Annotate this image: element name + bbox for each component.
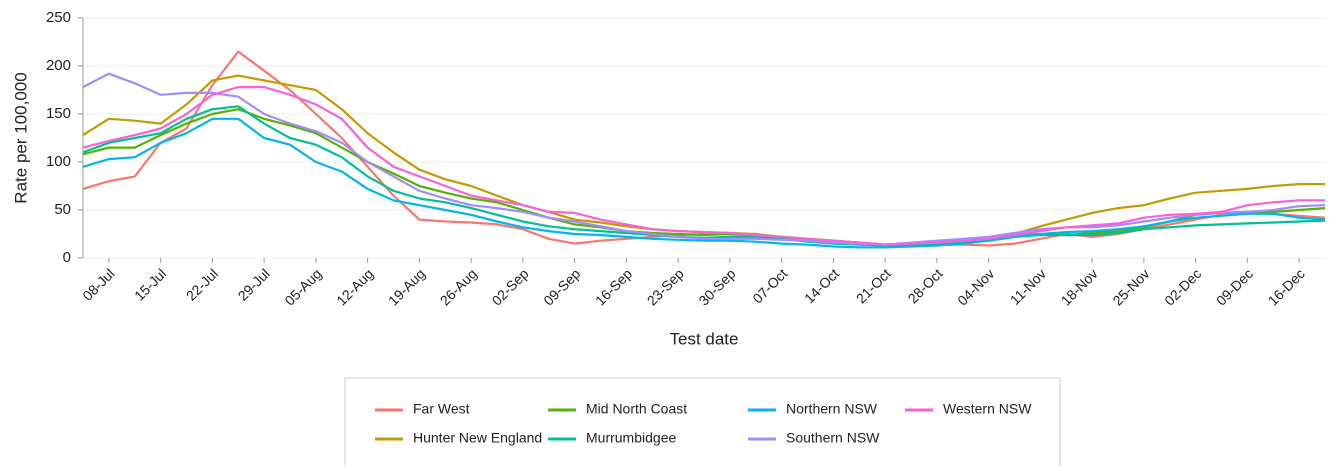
x-tick-label: 07-Oct — [749, 265, 790, 306]
x-tick-label: 28-Oct — [905, 265, 946, 306]
x-tick-label: 30-Sep — [695, 265, 738, 308]
x-tick-label: 04-Nov — [954, 265, 997, 308]
x-tick-label: 29-Jul — [235, 265, 273, 303]
legend-label: Western NSW — [943, 401, 1032, 417]
x-tick-label: 12-Aug — [333, 265, 376, 308]
legend-label: Far West — [413, 401, 470, 417]
x-tick-label: 25-Nov — [1109, 265, 1152, 308]
series-line — [82, 72, 1326, 246]
series-line — [82, 117, 1326, 249]
legend-label: Northern NSW — [786, 401, 878, 417]
series-line — [82, 105, 1326, 247]
legend-label: Southern NSW — [786, 430, 880, 446]
x-tick-label: 14-Oct — [801, 265, 842, 306]
x-tick-label: 16-Dec — [1265, 265, 1308, 308]
series-line — [82, 108, 1326, 246]
x-tick-label: 09-Dec — [1213, 265, 1256, 308]
y-tick-label: 250 — [46, 9, 71, 26]
x-tick-label: 21-Oct — [853, 265, 894, 306]
x-tick-label: 19-Aug — [385, 265, 428, 308]
x-tick-label: 11-Nov — [1007, 265, 1049, 307]
y-axis-title: Rate per 100,000 — [11, 72, 30, 203]
y-tick-label: 50 — [54, 201, 71, 218]
x-tick-label: 22-Jul — [183, 265, 221, 303]
legend-label: Mid North Coast — [586, 401, 687, 417]
x-tick-label: 02-Dec — [1161, 265, 1204, 308]
x-tick-label: 23-Sep — [644, 265, 687, 308]
x-tick-label: 26-Aug — [437, 265, 480, 308]
y-tick-label: 100 — [46, 153, 71, 170]
series-line — [82, 86, 1325, 246]
legend-label: Hunter New England — [413, 430, 542, 446]
y-tick-label: 0 — [63, 249, 71, 266]
x-tick-label: 15-Jul — [131, 265, 169, 303]
y-tick-label: 150 — [46, 105, 71, 122]
x-tick-label: 16-Sep — [592, 265, 635, 308]
x-tick-label: 09-Sep — [540, 265, 583, 308]
legend-box — [344, 377, 1061, 471]
x-tick-label: 02-Sep — [488, 265, 531, 308]
x-tick-label: 18-Nov — [1058, 265, 1101, 308]
x-tick-label: 05-Aug — [281, 265, 324, 308]
x-tick-label: 08-Jul — [79, 265, 117, 303]
legend-label: Murrumbidgee — [586, 430, 676, 446]
x-axis-title: Test date — [670, 329, 739, 348]
y-tick-label: 200 — [46, 57, 71, 74]
